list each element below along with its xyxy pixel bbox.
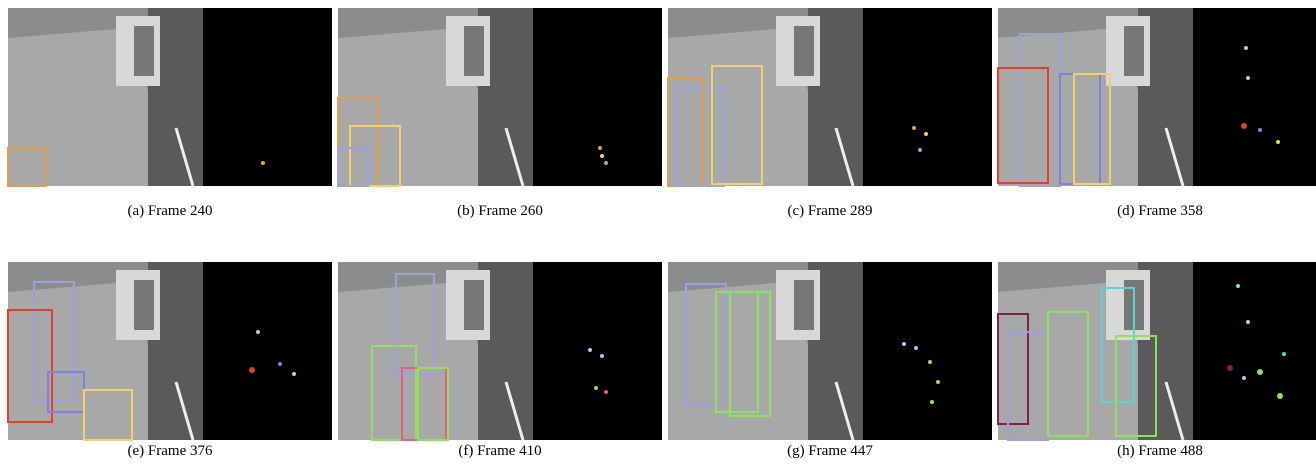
caption: (e) Frame 376 (128, 443, 213, 459)
caption-label: (e) (128, 443, 145, 459)
caption: (g) Frame 447 (787, 443, 873, 459)
caption-text: Frame 289 (808, 203, 873, 219)
caption-label: (b) (457, 203, 475, 219)
caption: (b) Frame 260 (457, 203, 543, 219)
panel: (d) Frame 358 (998, 8, 1316, 219)
panel: (c) Frame 289 (668, 8, 992, 219)
caption: (f) Frame 410 (458, 443, 541, 459)
figure: (a) Frame 240 (b) Frame 260 (c) Frame 28… (0, 0, 1316, 460)
caption-text: Frame 447 (808, 443, 873, 459)
caption-text: Frame 240 (148, 203, 213, 219)
caption-text: Frame 410 (477, 443, 542, 459)
panel: (e) Frame 376 (8, 262, 332, 459)
caption: (d) Frame 358 (1117, 203, 1203, 219)
caption-label: (f) (458, 443, 473, 459)
caption-label: (g) (787, 443, 805, 459)
caption-label: (h) (1117, 443, 1135, 459)
panel: (g) Frame 447 (668, 262, 992, 459)
panel: (b) Frame 260 (338, 8, 662, 219)
caption-text: Frame 488 (1138, 443, 1203, 459)
caption-text: Frame 358 (1138, 203, 1203, 219)
caption-label: (a) (128, 203, 145, 219)
panel: (h) Frame 488 (998, 262, 1316, 459)
caption-text: Frame 376 (148, 443, 213, 459)
panel: (f) Frame 410 (338, 262, 662, 459)
caption: (c) Frame 289 (788, 203, 873, 219)
caption-text: Frame 260 (478, 203, 543, 219)
caption: (a) Frame 240 (128, 203, 213, 219)
panel: (a) Frame 240 (8, 8, 332, 219)
caption-label: (c) (788, 203, 805, 219)
caption-label: (d) (1117, 203, 1135, 219)
caption: (h) Frame 488 (1117, 443, 1203, 459)
